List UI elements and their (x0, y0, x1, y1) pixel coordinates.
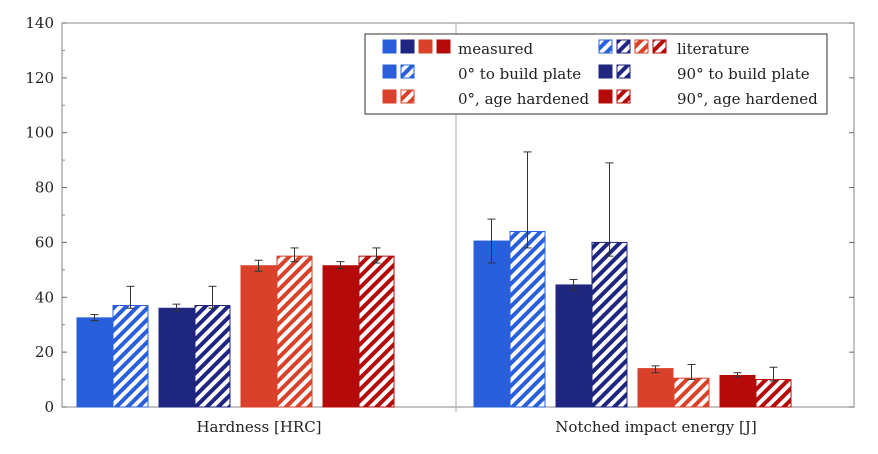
y-tick-label: 120 (25, 69, 54, 87)
y-tick-label: 80 (35, 179, 54, 197)
bar-literature-1-0 (112, 305, 149, 408)
error-bars (90, 151, 778, 382)
legend-swatch-entry-2-solid (382, 89, 397, 104)
bar-literature-1-1 (509, 230, 546, 408)
bar-measured-2-1 (555, 284, 592, 408)
legend-swatch-entry-1-solid (598, 64, 613, 79)
group-label-0: Hardness [HRC] (196, 418, 321, 436)
legend-entry-3-label: 90°, age hardened (677, 90, 818, 108)
bar-measured-6-1 (719, 374, 756, 408)
bar-literature-7-0 (358, 255, 395, 408)
legend-swatch-measured-1 (400, 39, 415, 54)
bar-literature-3-0 (194, 305, 231, 408)
y-tick-label: 40 (35, 288, 54, 306)
bar-measured-4-0 (240, 265, 277, 408)
y-tick-label: 100 (25, 124, 54, 142)
legend-swatch-entry-1-hatched (616, 64, 631, 79)
y-axis: 0 20 40 60 80 100 120 140 (25, 14, 854, 416)
bar-literature-7-1 (755, 379, 792, 408)
y-tick-label: 60 (35, 233, 54, 251)
legend-swatch-measured-3 (436, 39, 451, 54)
legend-swatch-literature-0 (598, 39, 613, 54)
bars (76, 230, 792, 408)
y-tick-label: 20 (35, 343, 54, 361)
legend-swatch-measured-2 (418, 39, 433, 54)
legend-entry-0-label: 0° to build plate (458, 65, 581, 83)
legend-swatch-entry-3-solid (598, 89, 613, 104)
bar-measured-0-1 (473, 240, 510, 408)
x-axis-group-labels: Hardness [HRC] Notched impact energy [J] (196, 418, 756, 436)
legend-swatch-entry-2-hatched (400, 89, 415, 104)
legend-entry-2-label: 0°, age hardened (458, 90, 590, 108)
group-label-1: Notched impact energy [J] (555, 418, 756, 436)
legend-measured-label: measured (458, 40, 533, 58)
legend-literature-label: literature (677, 40, 749, 58)
legend-swatch-measured-0 (382, 39, 397, 54)
bar-measured-4-1 (637, 368, 674, 408)
legend-swatch-literature-3 (652, 39, 667, 54)
bar-measured-2-0 (158, 307, 195, 408)
legend-swatch-entry-0-solid (382, 64, 397, 79)
bar-measured-6-0 (322, 265, 359, 408)
legend-swatch-entry-3-hatched (616, 89, 631, 104)
bar-literature-5-1 (673, 377, 710, 408)
bar-literature-5-0 (276, 255, 313, 408)
y-tick-label: 0 (44, 398, 54, 416)
legend-swatch-literature-2 (634, 39, 649, 54)
bar-measured-0-0 (76, 317, 113, 408)
y-tick-label: 140 (25, 14, 54, 32)
legend-swatch-entry-0-hatched (400, 64, 415, 79)
legend: measured literature 0° to build plate 90… (364, 33, 828, 115)
legend-entry-1-label: 90° to build plate (677, 65, 810, 83)
bar-literature-3-1 (591, 241, 628, 408)
legend-swatch-literature-1 (616, 39, 631, 54)
